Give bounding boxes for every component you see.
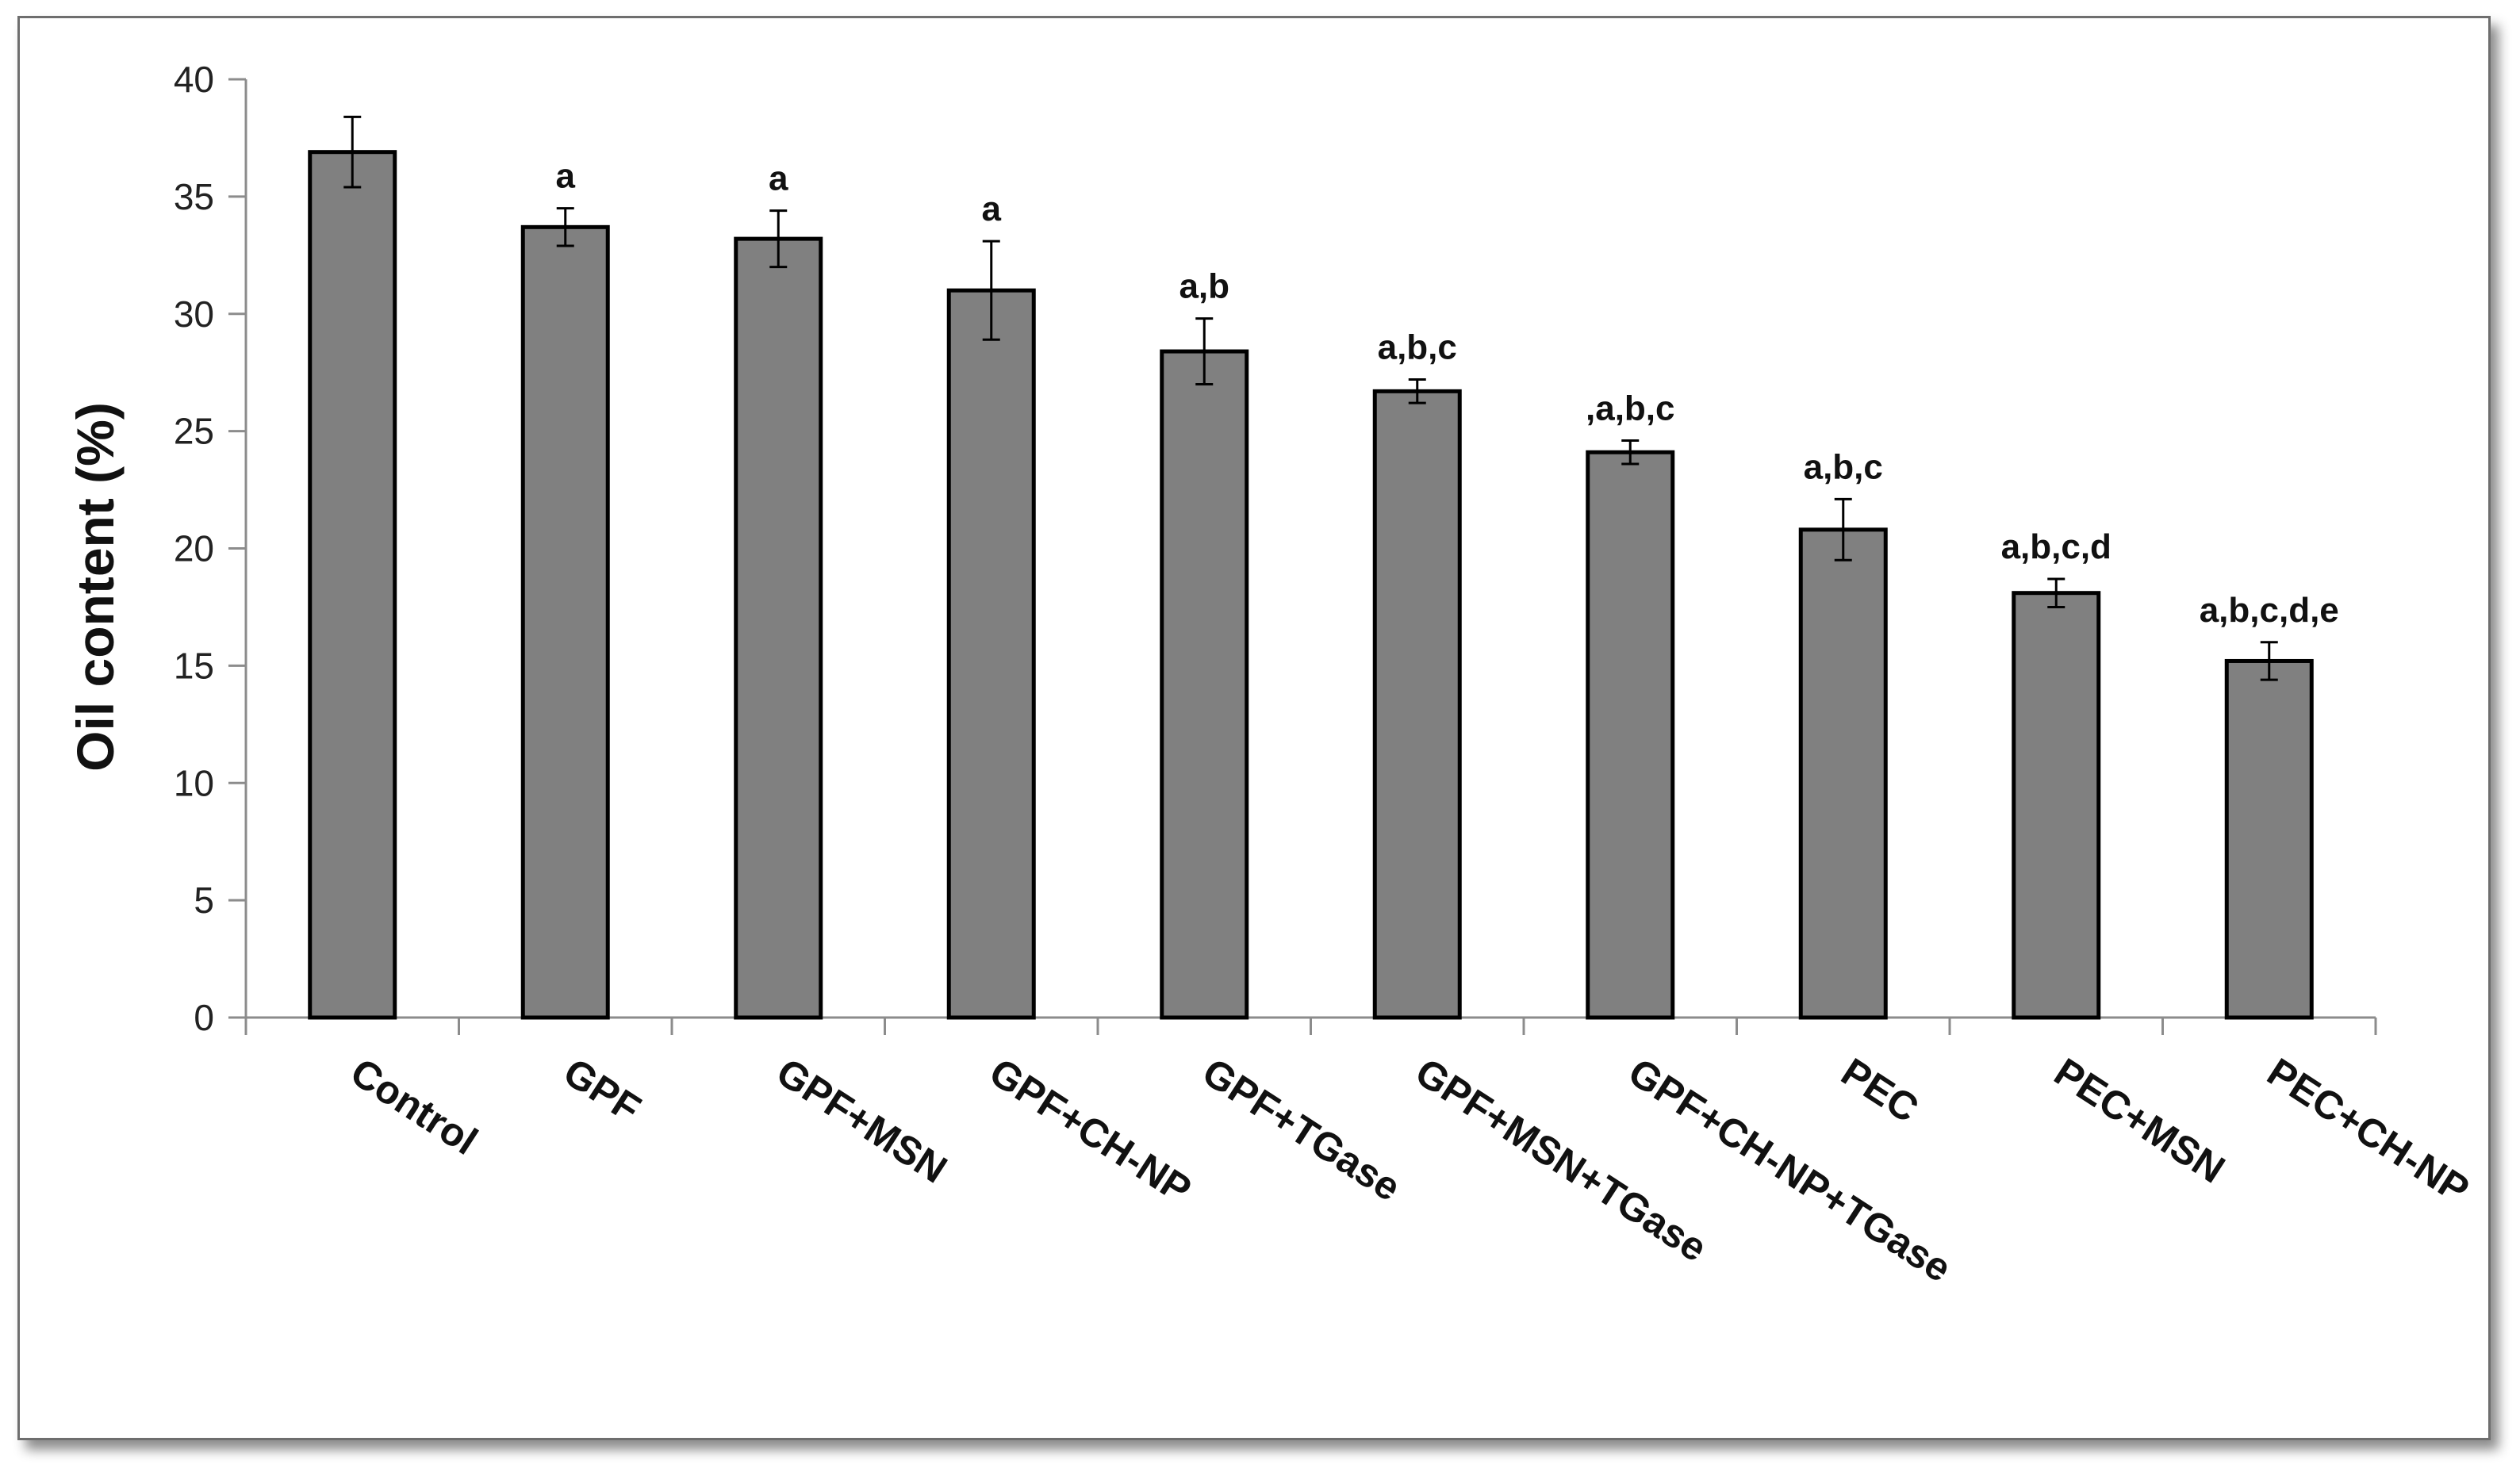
category-label: PEC bbox=[1834, 1049, 1927, 1131]
y-tick-label: 15 bbox=[174, 645, 214, 686]
significance-label: a,b,c bbox=[1804, 447, 1883, 486]
y-tick-label: 40 bbox=[174, 59, 214, 100]
y-axis-title: Oil content (%) bbox=[66, 402, 125, 772]
y-tick-label: 20 bbox=[174, 528, 214, 569]
significance-label: ,a,b,c bbox=[1586, 389, 1675, 427]
significance-label: a bbox=[769, 159, 788, 198]
bar bbox=[1160, 349, 1249, 1020]
bars bbox=[308, 150, 2314, 1020]
bar bbox=[2224, 658, 2314, 1020]
bar bbox=[2012, 591, 2101, 1020]
category-label: GPF+TGase bbox=[1195, 1049, 1408, 1209]
category-label: PEC+MSN bbox=[2046, 1049, 2232, 1191]
category-label: GPF+CH-NP bbox=[982, 1049, 1199, 1212]
category-label: Control bbox=[343, 1049, 485, 1163]
y-tick-label: 5 bbox=[194, 880, 214, 921]
x-axis bbox=[244, 1016, 2377, 1035]
significance-label: a,b bbox=[1179, 267, 1229, 306]
y-tick-label: 30 bbox=[174, 293, 214, 335]
y-axis: 0 5 10 15 20 25 30 35 40 bbox=[174, 59, 247, 1038]
y-tick-label: 25 bbox=[174, 411, 214, 452]
bar bbox=[308, 150, 397, 1020]
category-label: PEC+CH-NP bbox=[2260, 1049, 2477, 1212]
y-tick-label: 35 bbox=[174, 176, 214, 217]
significance-label: a,b,c,d bbox=[2001, 527, 2112, 566]
significance-label: a,b,c,d,e bbox=[2200, 591, 2339, 630]
y-tick-label: 10 bbox=[174, 762, 214, 803]
significance-label: a,b,c bbox=[1378, 328, 1457, 367]
bar bbox=[946, 288, 1036, 1020]
significance-labels: a a a a,b a,b,c ,a,b,c a,b,c a,b,c,d a,b,c,d,e bbox=[556, 157, 2339, 630]
bar bbox=[734, 236, 823, 1020]
bar bbox=[520, 224, 610, 1020]
significance-label: a bbox=[982, 190, 1002, 228]
bar bbox=[1372, 389, 1462, 1020]
category-label: GPF bbox=[556, 1049, 649, 1131]
bar bbox=[1798, 527, 1888, 1020]
category-label: GPF+MSN bbox=[769, 1049, 954, 1191]
y-tick-label: 0 bbox=[194, 997, 214, 1038]
bar bbox=[1586, 450, 1675, 1020]
significance-label: a bbox=[556, 157, 576, 196]
error-bars bbox=[343, 115, 2278, 681]
